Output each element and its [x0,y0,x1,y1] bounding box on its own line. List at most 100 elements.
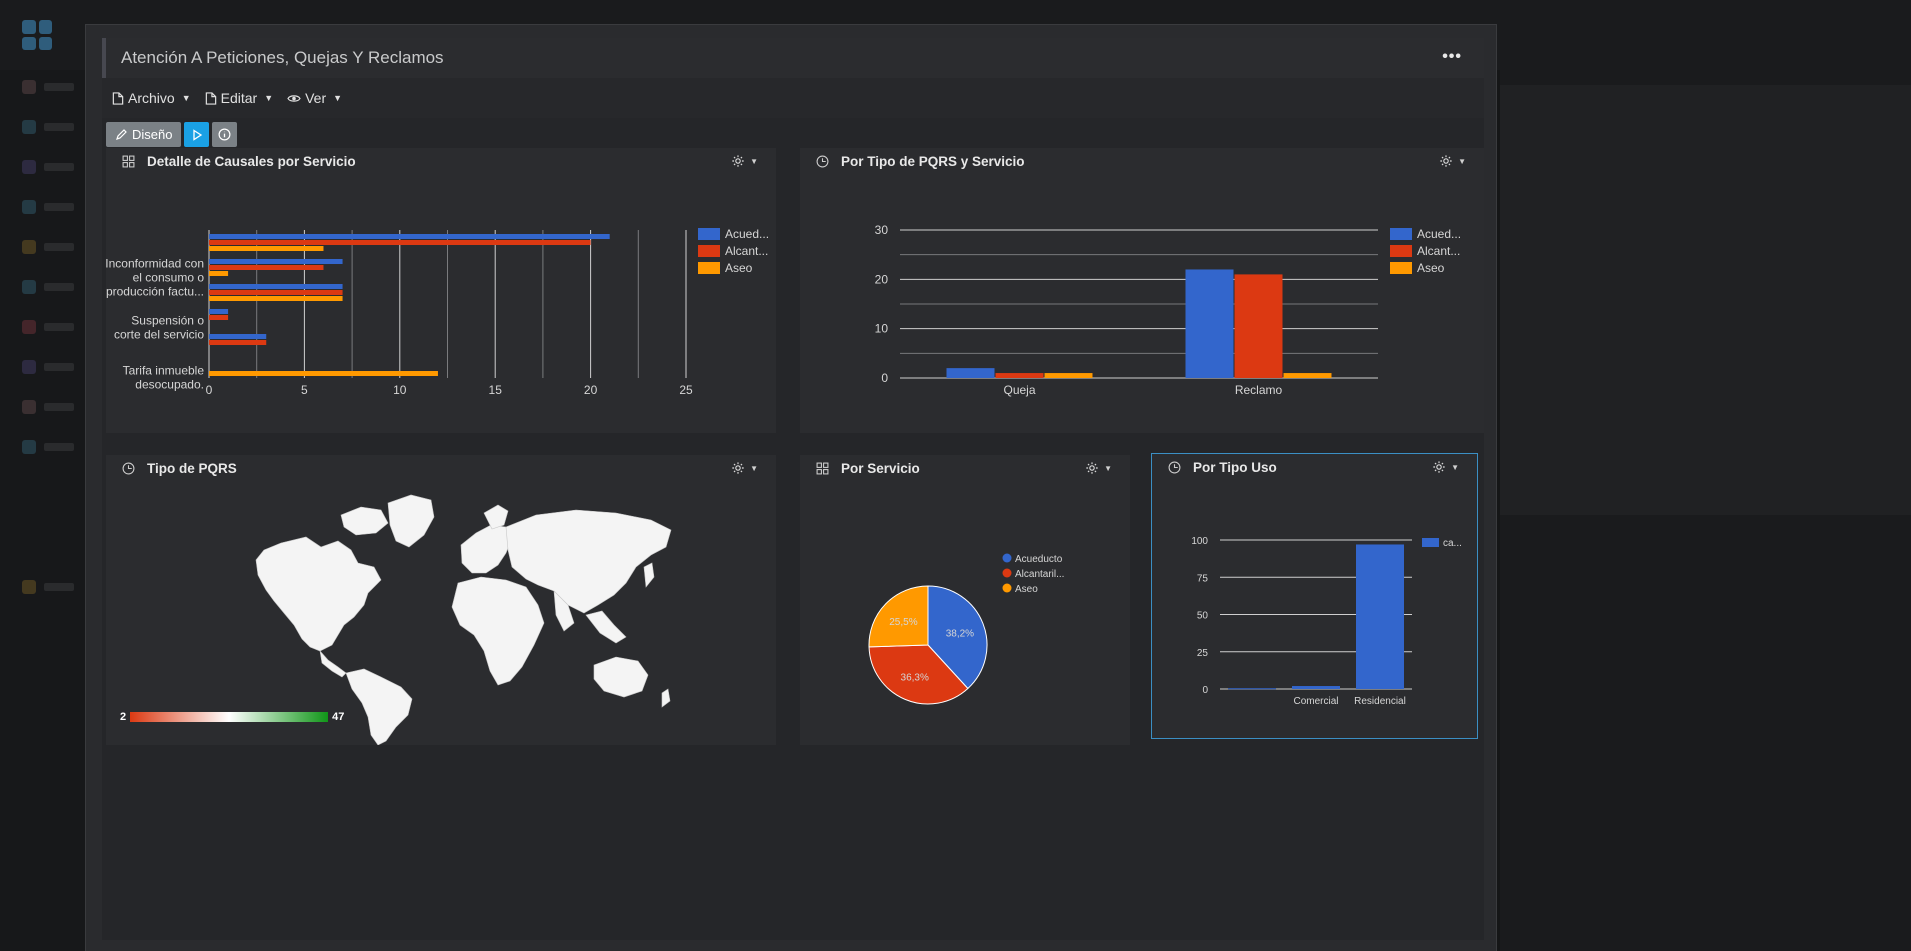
info-button[interactable] [212,122,238,147]
panel-tipo-pqrs-header: Tipo de PQRS [122,461,237,476]
panel-tipo-uso: Por Tipo Uso ▼ 0 25 50 75 100 Comercial Reside… [1151,453,1478,739]
chevron-down-icon: ▼ [750,156,758,166]
legend-label: Alcant... [1417,244,1460,258]
page-title: Atención A Peticiones, Quejas Y Reclamos [121,48,444,67]
bar [209,371,438,376]
legend-swatch [1390,228,1412,240]
x-tick-label: 0 [206,383,213,397]
legend-label: Acued... [1417,227,1461,241]
background-right-card [1500,85,1911,515]
x-tick-label: Reclamo [1235,383,1283,397]
chevron-down-icon: ▼ [1458,156,1466,166]
sidebar-item [22,118,82,136]
panel-tipo-uso-settings[interactable]: ▼ [1432,460,1459,474]
clock-icon [816,155,829,168]
legend-label: ca... [1443,538,1462,549]
bar [209,240,591,245]
bar [209,265,324,270]
bar [1228,688,1276,690]
tipo-uso-chart: 0 25 50 75 100 Comercial Residencial ca... [1191,536,1462,707]
tipo-servicio-chart: 0 10 20 30 Queja Reclamo Acued... Alcant... Aseo [875,223,1461,397]
y-tick-label: corte del servicio [114,328,204,342]
map-australia [593,656,649,698]
map-southeast-asia [585,610,627,644]
menu-ver-label: Ver [305,90,327,106]
map-greenland [387,494,435,548]
y-tick-label: 20 [875,272,889,286]
menu-editar[interactable]: Editar ▼ [205,90,274,106]
panel-causales-header: Detalle de Causales por Servicio [122,154,356,169]
sidebar-item [22,438,82,456]
panel-por-servicio-title: Por Servicio [841,461,920,476]
legend-label: Aseo [725,261,753,275]
y-tick-label: producción factu... [106,285,204,299]
design-button-label: Diseño [132,127,173,142]
pie-label: 36,3% [901,673,929,684]
menu-archivo-label: Archivo [128,90,175,106]
panel-tipo-servicio-title: Por Tipo de PQRS y Servicio [841,154,1025,169]
legend-label: Alcant... [725,244,768,258]
grid-icon [816,462,829,475]
menu-archivo[interactable]: Archivo ▼ [112,90,191,106]
chevron-down-icon: ▼ [264,93,274,103]
panel-tipo-servicio-header: Por Tipo de PQRS y Servicio [816,154,1025,169]
menu-editar-label: Editar [220,90,258,106]
clock-icon [1168,461,1181,474]
bar [946,368,995,378]
sidebar-item [22,358,82,376]
menu-ver[interactable]: Ver ▼ [287,90,342,106]
info-icon [218,128,231,141]
panel-causales-settings[interactable]: ▼ [731,154,758,168]
bar [209,296,343,301]
panel-tipo-servicio-settings[interactable]: ▼ [1439,154,1466,168]
panel-tipo-pqrs-settings[interactable]: ▼ [731,461,758,475]
panel-tipo-uso-title: Por Tipo Uso [1193,460,1277,475]
map-scandinavia [483,504,509,530]
map-japan [643,562,655,588]
sidebar-item [22,198,82,216]
menubar: Archivo ▼ Editar ▼ Ver ▼ [102,78,1484,118]
background-sidebar [0,70,86,951]
legend-label: Alcantaril... [1015,569,1064,580]
legend-swatch [698,262,720,274]
modal-body: Atención A Peticiones, Quejas Y Reclamos… [102,38,1484,940]
y-tick-label: Tarifa inmueble [123,364,205,378]
bar [1185,269,1234,378]
x-tick-label: Comercial [1293,696,1338,707]
x-tick-label: 25 [679,383,693,397]
bar [209,290,343,295]
design-button[interactable]: Diseño [106,122,182,147]
y-tick-label: 100 [1191,536,1208,547]
bar [209,259,343,264]
x-tick-label: 10 [393,383,407,397]
panel-causales: Detalle de Causales por Servicio ▼ 0 5 10 1… [106,148,776,433]
run-button[interactable] [184,122,210,147]
bar [209,284,343,289]
panel-por-servicio-settings[interactable]: ▼ [1085,461,1112,475]
pencil-icon [116,128,127,140]
legend-swatch [1002,583,1012,593]
color-scale-max: 47 [332,711,345,723]
more-options-button[interactable]: ••• [1442,48,1462,65]
sidebar-item [22,578,82,596]
panel-tipo-servicio: Por Tipo de PQRS y Servicio ▼ 0 10 20 30 Que… [800,148,1484,433]
legend-swatch [1002,553,1012,563]
clock-icon [122,462,135,475]
y-tick-label: desocupado. [135,378,204,392]
file-icon [112,91,124,105]
color-scale: 2 47 [120,711,344,723]
bar [209,315,229,320]
panel-por-servicio-header: Por Servicio [816,461,920,476]
dashboard-modal: Atención A Peticiones, Quejas Y Reclamos… [85,24,1497,951]
pie-slice [927,585,988,690]
pie-slice [868,644,969,705]
sidebar-item [22,318,82,336]
map-arctic-islands [340,506,389,536]
design-toolbar: Diseño [106,122,238,147]
bar [209,309,229,314]
bar [1292,686,1340,689]
bar [209,271,229,276]
chevron-down-icon: ▼ [1451,462,1459,472]
y-tick-label: 0 [881,371,888,385]
